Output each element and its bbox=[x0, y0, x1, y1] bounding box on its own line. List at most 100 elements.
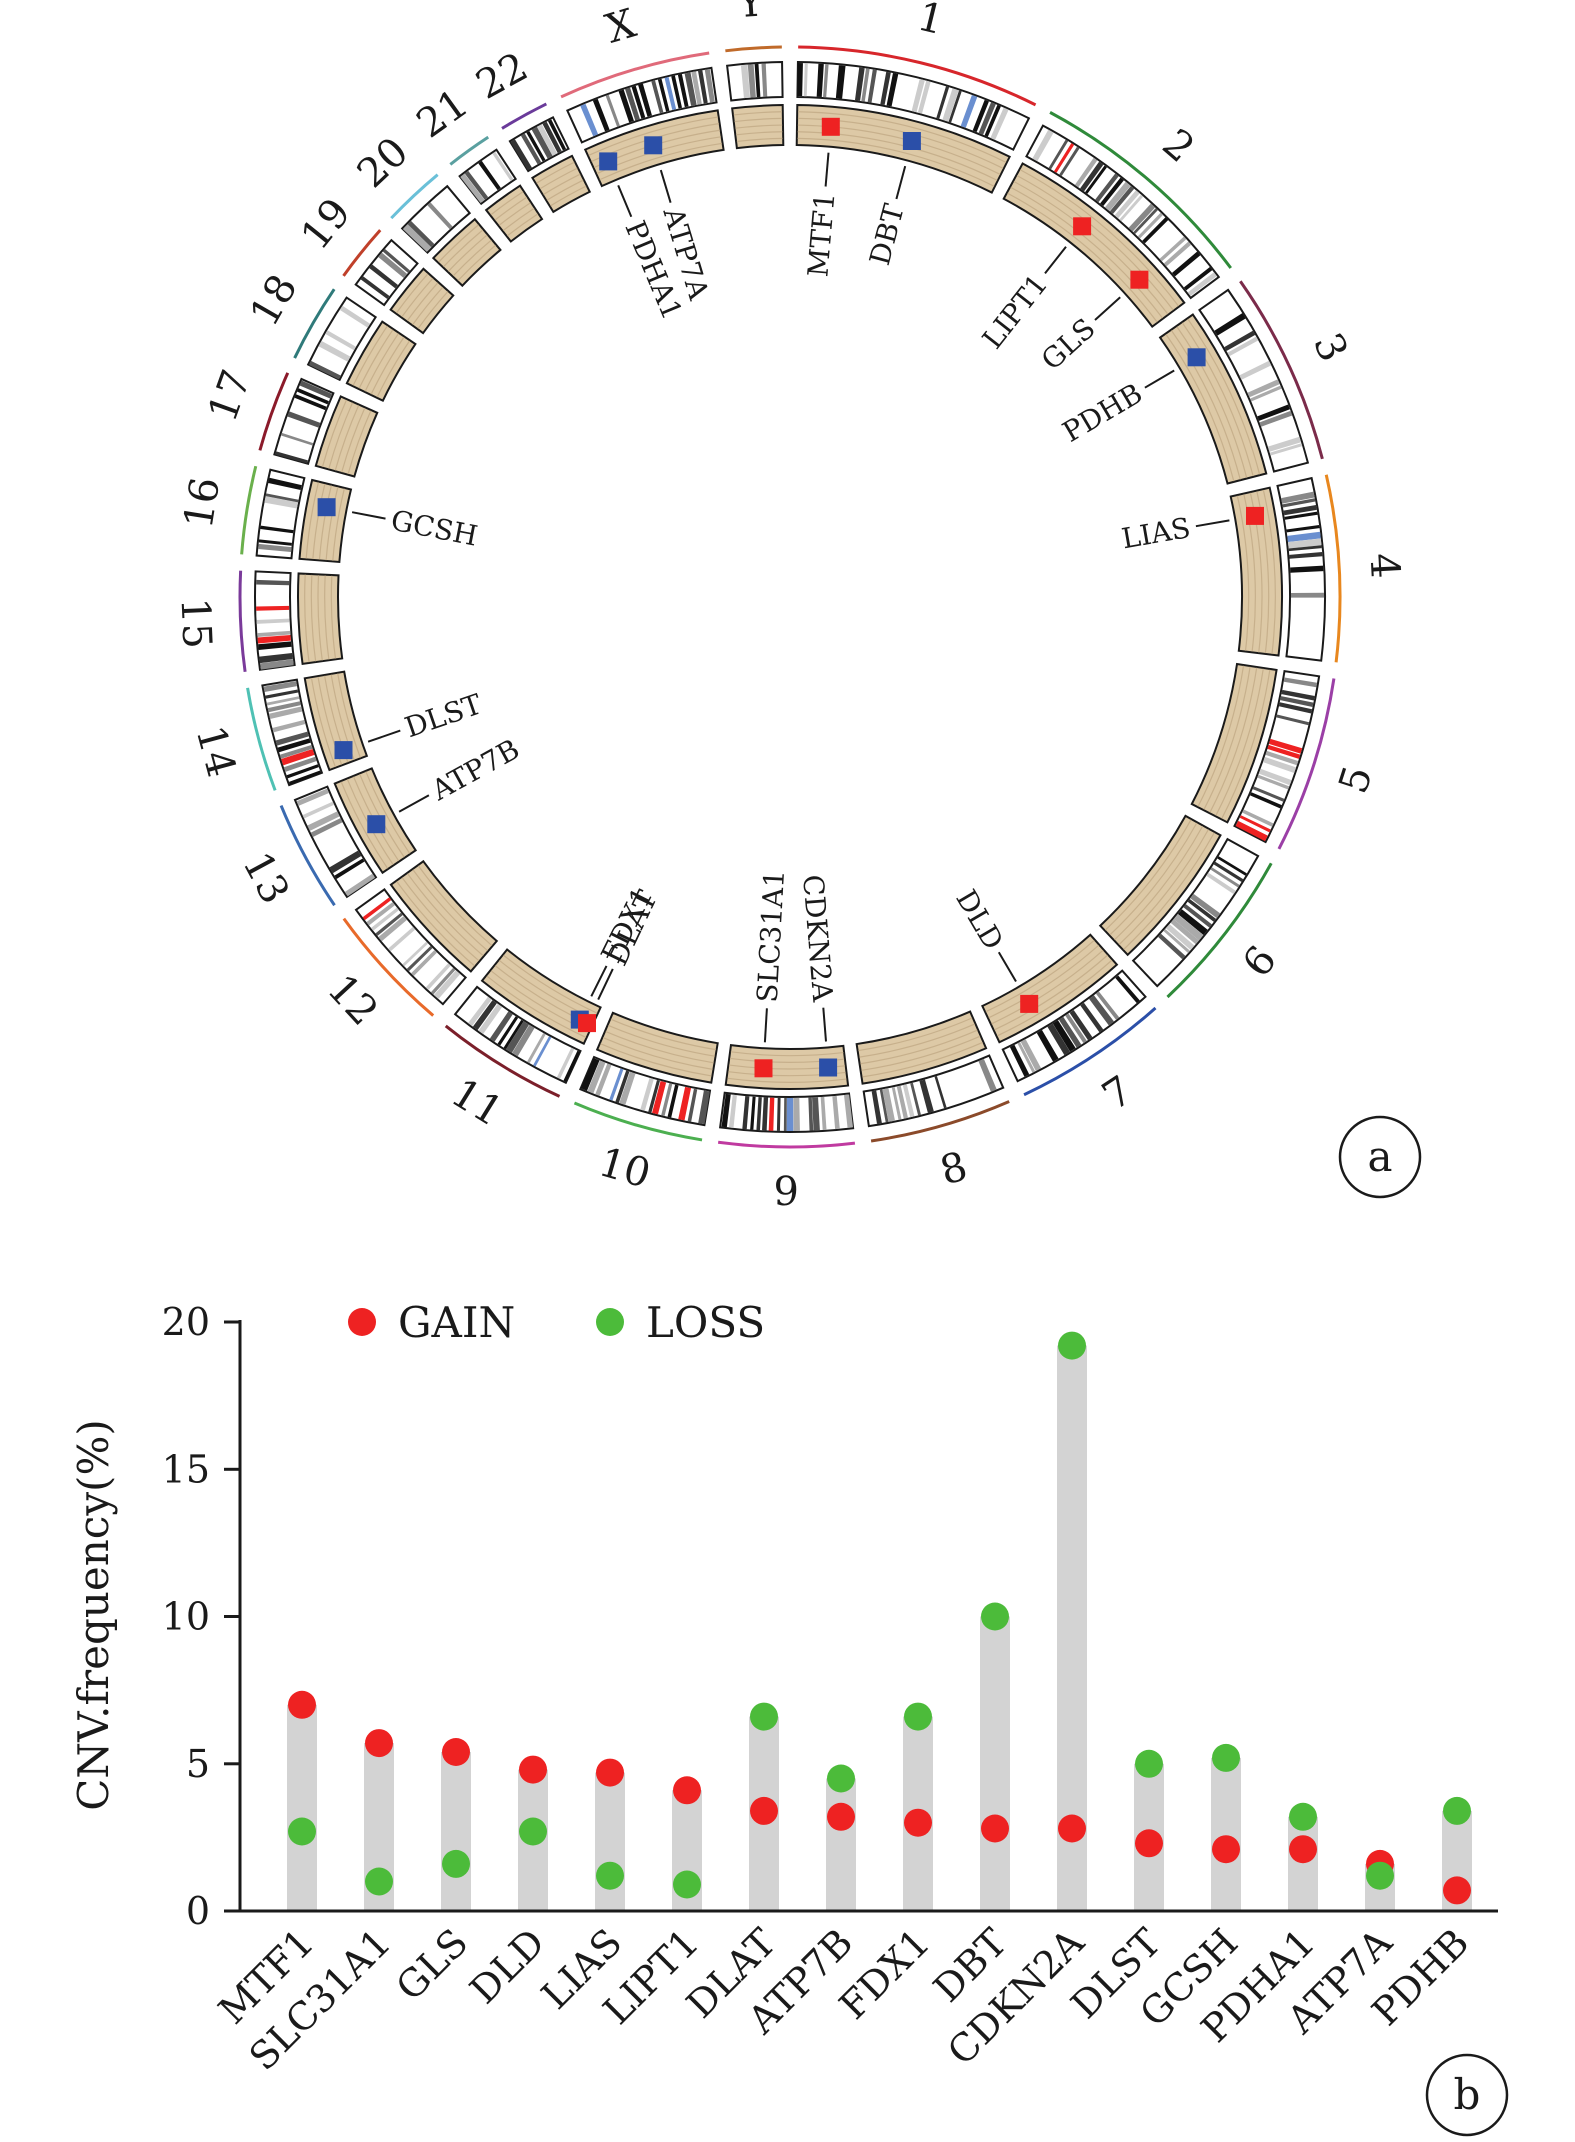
chr-label-20: 20 bbox=[349, 129, 418, 197]
track-chr-10 bbox=[595, 1011, 719, 1084]
bar-GLS bbox=[441, 1752, 471, 1911]
chr-label-11: 11 bbox=[443, 1070, 511, 1136]
chr-label-15: 15 bbox=[172, 597, 220, 650]
ideogram-chr-19 bbox=[354, 238, 419, 307]
ideogram-chr-7 bbox=[1001, 969, 1147, 1083]
gene-label-GLS: GLS bbox=[1035, 312, 1102, 377]
y-ticks: 0 5 10 15 20 bbox=[162, 1300, 240, 1933]
chr-label-16: 16 bbox=[176, 474, 229, 532]
point-loss-MTF1 bbox=[288, 1817, 316, 1846]
chr-arc-4 bbox=[1324, 474, 1342, 663]
chr-arc-19 bbox=[342, 229, 382, 277]
chr-arc-2 bbox=[1049, 111, 1232, 269]
chr-label-X: X bbox=[601, 0, 642, 52]
ideogram-chr-17 bbox=[273, 377, 335, 465]
gene-marker-PDHA1 bbox=[599, 152, 618, 171]
track-chr-12 bbox=[389, 859, 499, 973]
gene-marker-MTF1 bbox=[821, 117, 840, 136]
chr-label-7: 7 bbox=[1094, 1067, 1141, 1119]
chr-arc-8 bbox=[870, 1100, 1010, 1143]
point-gain-DLD bbox=[519, 1755, 547, 1784]
y-tick-label-20: 20 bbox=[162, 1300, 210, 1344]
chr-label-4: 4 bbox=[1361, 552, 1408, 580]
chr-arc-20 bbox=[390, 173, 439, 220]
track-chr-8 bbox=[855, 1010, 988, 1085]
bar-ATP7B bbox=[826, 1778, 856, 1911]
chr-label-6: 6 bbox=[1234, 938, 1286, 986]
point-gain-GCSH bbox=[1212, 1835, 1240, 1864]
y-tick-label-5: 5 bbox=[186, 1742, 210, 1786]
track-chr-Y bbox=[731, 104, 785, 150]
chr-label-14: 14 bbox=[187, 721, 245, 782]
chr-label-Y: Y bbox=[735, 0, 766, 27]
gene-label-DLD: DLD bbox=[949, 884, 1010, 955]
track-chr-22 bbox=[531, 154, 592, 214]
bar-PDHA1 bbox=[1288, 1816, 1318, 1911]
chr-label-9: 9 bbox=[773, 1169, 799, 1215]
gene-leader-GLS bbox=[1094, 296, 1121, 321]
point-loss-CDKN2A bbox=[1058, 1331, 1086, 1360]
point-loss-FDX1 bbox=[904, 1702, 932, 1731]
point-gain-MTF1 bbox=[288, 1690, 316, 1719]
gene-leader-DLD bbox=[997, 951, 1017, 983]
chr-arc-15 bbox=[238, 570, 247, 672]
gene-leader-DLST bbox=[367, 729, 401, 743]
ideogram-chr-6 bbox=[1131, 837, 1260, 988]
gene-marker-CDKN2A bbox=[819, 1058, 838, 1077]
track-chr-3 bbox=[1158, 313, 1268, 485]
point-gain-DLST bbox=[1135, 1829, 1163, 1858]
gene-leader-DBT bbox=[895, 165, 907, 200]
ideogram-chr-18 bbox=[306, 296, 378, 382]
track-chr-15 bbox=[297, 572, 344, 666]
gene-marker-GLS bbox=[1130, 270, 1149, 289]
gene-leader-PDHB bbox=[1144, 369, 1175, 389]
point-loss-ATP7B bbox=[827, 1764, 855, 1793]
gene-marker-LIPT1 bbox=[1073, 217, 1092, 236]
gene-MTF1: MTF1 bbox=[801, 117, 842, 278]
gene-leader-LIAS bbox=[1195, 519, 1230, 528]
gene-label-LIAS: LIAS bbox=[1119, 511, 1193, 555]
ideogram-chr-1 bbox=[796, 61, 1031, 151]
chr-label-19: 19 bbox=[292, 190, 360, 258]
ideogram-chr-13 bbox=[293, 785, 378, 899]
gene-marker-DLST bbox=[334, 741, 353, 760]
gene-label-DLST: DLST bbox=[401, 687, 487, 744]
chr-label-12: 12 bbox=[318, 966, 386, 1035]
chr-arc-17 bbox=[258, 372, 290, 451]
chr-arc-7 bbox=[1023, 1006, 1157, 1097]
gene-marker-DLD bbox=[1020, 994, 1039, 1013]
point-gain-LIPT1 bbox=[673, 1776, 701, 1805]
bar-LIAS bbox=[595, 1772, 625, 1911]
gene-leader-ATP7B bbox=[398, 794, 430, 813]
chr-label-10: 10 bbox=[594, 1139, 656, 1197]
gene-marker-ATP7A bbox=[644, 136, 663, 155]
gene-leader-DLAT bbox=[597, 968, 614, 1001]
panel-b-tag-label: b bbox=[1454, 2070, 1481, 2119]
gene-label-GCSH: GCSH bbox=[388, 504, 480, 553]
chromosome-ideograms bbox=[254, 61, 1326, 1133]
point-gain-DBT bbox=[981, 1814, 1009, 1843]
gene-label-MTF1: MTF1 bbox=[801, 191, 841, 278]
ideogram-chr-4 bbox=[1276, 476, 1326, 662]
x-tick-label-FDX1: FDX1 bbox=[831, 1920, 939, 2028]
ideogram-chr-11 bbox=[453, 985, 582, 1085]
ideogram-chr-9 bbox=[718, 1091, 855, 1133]
panel-b-tag: b bbox=[1425, 2053, 1509, 2137]
legend-loss-marker bbox=[596, 1308, 624, 1336]
point-loss-GLS bbox=[442, 1849, 470, 1878]
point-loss-LIAS bbox=[596, 1861, 624, 1890]
point-loss-DLAT bbox=[750, 1702, 778, 1731]
chr-arc-3 bbox=[1239, 280, 1324, 460]
chr-label-21: 21 bbox=[409, 80, 477, 147]
gene-CDKN2A: CDKN2A bbox=[796, 873, 839, 1077]
gene-SLC31A1: SLC31A1 bbox=[751, 869, 791, 1078]
ideogram-chr-21 bbox=[458, 148, 518, 206]
chr-arc-Y bbox=[725, 45, 782, 53]
chr-arc-12 bbox=[342, 917, 435, 1017]
data-points bbox=[288, 1331, 1471, 1905]
chr-label-17: 17 bbox=[200, 364, 261, 427]
gene-label-CDKN2A: CDKN2A bbox=[796, 873, 839, 1003]
chr-label-18: 18 bbox=[241, 267, 306, 334]
point-loss-DLST bbox=[1135, 1749, 1163, 1778]
